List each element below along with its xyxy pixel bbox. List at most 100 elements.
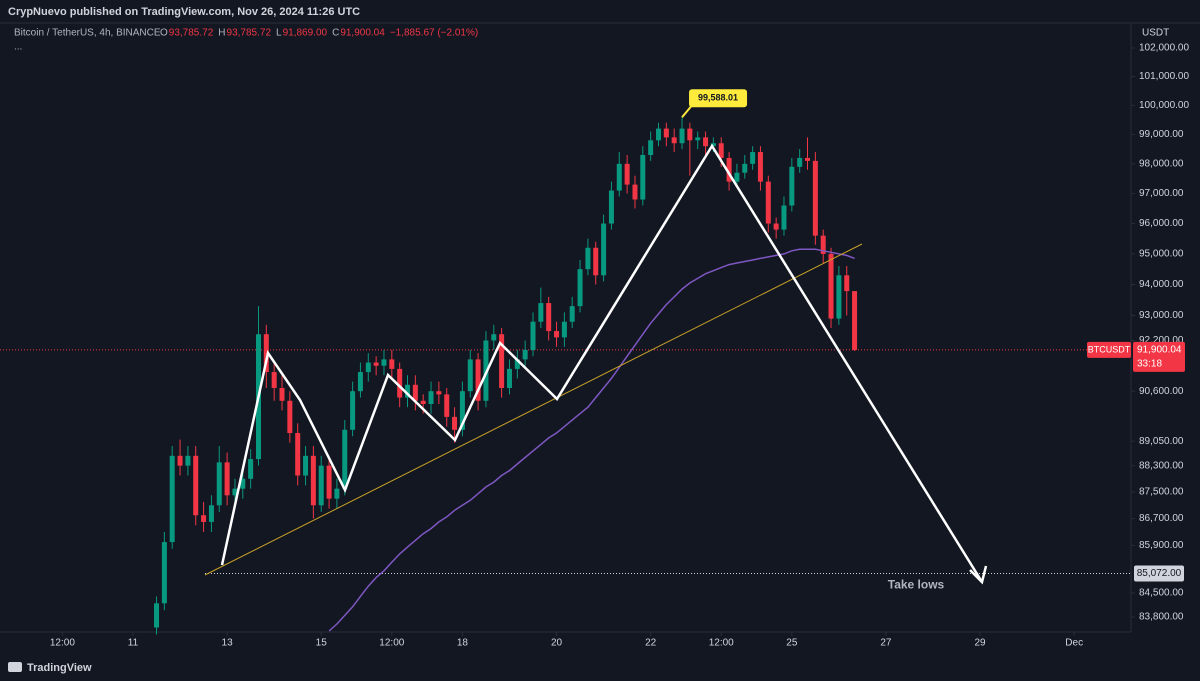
target-label: 85,072.00 xyxy=(1137,568,1182,579)
candle-body xyxy=(436,391,442,395)
candle-body xyxy=(193,455,199,516)
candle-body xyxy=(185,455,191,466)
candle-body xyxy=(757,152,763,182)
y-tick-label: 95,000.00 xyxy=(1139,249,1184,260)
currency[interactable]: USDT xyxy=(1142,28,1169,39)
y-tick-label: 83,800.00 xyxy=(1139,612,1184,623)
x-tick-label: 27 xyxy=(880,638,892,649)
ohlc-value: 93,785.72 xyxy=(169,28,214,39)
candle-body xyxy=(687,128,693,141)
x-tick-label: 11 xyxy=(128,638,139,649)
candle-body xyxy=(216,462,222,506)
candle-body xyxy=(742,163,748,173)
candle-body xyxy=(703,137,709,147)
more[interactable]: ... xyxy=(14,42,22,53)
candle-body xyxy=(397,368,403,398)
candle-body xyxy=(561,321,567,338)
y-tick-label: 101,000.00 xyxy=(1139,71,1189,82)
candle-body xyxy=(852,291,858,350)
candle-body xyxy=(444,394,450,417)
candle-body xyxy=(726,157,732,182)
candle-body xyxy=(491,334,497,341)
candle-body xyxy=(287,400,293,434)
candle-body xyxy=(303,455,309,476)
candle-body xyxy=(154,603,160,628)
arrow-head xyxy=(969,565,988,585)
candle-body xyxy=(326,465,332,499)
x-tick-label: 12:00 xyxy=(379,638,404,649)
target-label-box xyxy=(1134,565,1184,582)
candle-body xyxy=(499,334,505,388)
x-tick-label: 22 xyxy=(645,638,657,649)
y-tick-label: 102,000.00 xyxy=(1139,43,1189,54)
candle-body xyxy=(389,359,395,369)
candle-body xyxy=(530,321,536,350)
candle-body xyxy=(310,455,316,506)
y-tick-label: 96,000.00 xyxy=(1139,218,1184,229)
candle-body xyxy=(812,160,818,236)
candle-body xyxy=(624,163,630,185)
high-marker-pointer xyxy=(681,104,693,118)
trendline xyxy=(204,243,863,576)
annotation: Take lows xyxy=(888,578,945,592)
y-tick-label: 85,900.00 xyxy=(1139,540,1184,551)
ohlc-value: 93,785.72 xyxy=(227,28,272,39)
candle-body xyxy=(593,247,599,276)
ticker-box xyxy=(1087,341,1131,358)
candle-body xyxy=(718,143,724,158)
candle-body xyxy=(318,465,324,506)
brand: TradingView xyxy=(27,662,92,674)
candle-body xyxy=(750,152,756,164)
brand-logo xyxy=(8,662,22,672)
y-tick-label: 86,700.00 xyxy=(1139,513,1184,524)
candle-body xyxy=(608,190,614,224)
ohlc-key: O xyxy=(160,28,168,39)
candle-body xyxy=(506,368,512,388)
ohlc-value: 91,869.00 xyxy=(283,28,328,39)
candle-body xyxy=(522,349,528,360)
candle-body xyxy=(569,306,575,322)
candle-body xyxy=(632,184,638,200)
y-tick-label: 100,000.00 xyxy=(1139,100,1189,111)
candle-body xyxy=(342,429,348,489)
x-tick-label: 13 xyxy=(222,638,234,649)
projection-path xyxy=(220,143,984,583)
y-tick-label: 88,300.00 xyxy=(1139,460,1184,471)
y-tick-label: 87,500.00 xyxy=(1139,487,1184,498)
candle-body xyxy=(797,157,803,167)
y-tick-label: 89,050.00 xyxy=(1139,436,1184,447)
overlay: 99,588.01 Take lows 85,072.00 BTCUSDT 91,900… xyxy=(681,89,1185,592)
candle-body xyxy=(452,416,458,430)
x-tick-label: 15 xyxy=(316,638,328,649)
candle-body xyxy=(616,163,622,191)
candle-body xyxy=(781,205,787,230)
candle-body xyxy=(554,331,560,338)
y-tick-label: 99,000.00 xyxy=(1139,129,1184,140)
moving-average xyxy=(328,248,855,632)
x-tick-label: 29 xyxy=(975,638,987,649)
candle-body xyxy=(734,172,740,182)
candle-body xyxy=(420,400,426,404)
candle-body xyxy=(695,137,701,141)
candle-body xyxy=(177,455,183,466)
candle-body xyxy=(820,235,826,254)
x-tick-label: Dec xyxy=(1065,638,1083,649)
candle-body xyxy=(381,359,387,366)
last-price-box xyxy=(1133,341,1185,372)
candle-body xyxy=(201,515,207,522)
candle-body xyxy=(357,372,363,392)
candle-body xyxy=(710,143,716,147)
candle-body xyxy=(828,253,834,319)
candle-body xyxy=(404,384,410,398)
candle-body xyxy=(648,140,654,155)
candle-body xyxy=(577,269,583,307)
candle-body xyxy=(350,391,356,430)
y-tick-label: 84,500.00 xyxy=(1139,588,1184,599)
x-tick-label: 20 xyxy=(551,638,563,649)
y-tick-label: 98,000.00 xyxy=(1139,158,1184,169)
candle-body xyxy=(161,542,167,604)
y-tick-label: 92,200.00 xyxy=(1139,335,1184,346)
